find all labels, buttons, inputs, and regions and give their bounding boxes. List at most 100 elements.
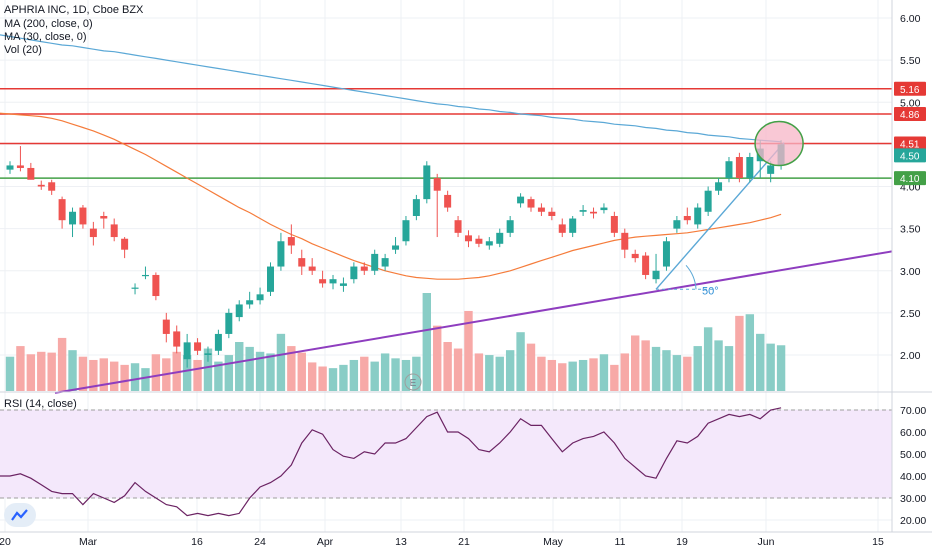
volume-bar [266, 353, 275, 391]
candle-body [329, 279, 337, 284]
volume-bar [401, 359, 411, 391]
candle-body [631, 253, 639, 259]
candle-body [392, 245, 400, 250]
volume-bar [141, 368, 150, 391]
candle-body [683, 215, 691, 221]
candle-body [402, 220, 410, 242]
candle-body [246, 300, 254, 305]
y-tick-label: 3.50 [900, 224, 921, 236]
volume-bar [422, 293, 431, 391]
volume-bar [287, 346, 296, 391]
candle-body [652, 270, 660, 280]
candle-body [194, 342, 202, 351]
volume-bar [5, 356, 15, 391]
volume-bar [214, 361, 223, 391]
candle-body [16, 165, 24, 168]
y-tick-label: 3.00 [900, 266, 921, 278]
rsi-line [0, 407, 782, 517]
legend-ma200[interactable]: MA (200, close, 0) [4, 18, 93, 30]
candle-body [58, 199, 66, 221]
axes [0, 0, 932, 533]
moving-averages [0, 34, 782, 280]
volume-bar [16, 346, 25, 391]
candle-body [558, 224, 566, 233]
x-tick-label: 24 [254, 536, 266, 548]
candle-body [173, 331, 181, 347]
volume-bar [589, 358, 598, 391]
angle-label: 50° [702, 285, 719, 297]
volume-bar [37, 351, 46, 391]
candle-body [204, 353, 212, 355]
volume-bar [110, 361, 119, 391]
candle-body [37, 184, 45, 187]
volume-bar [360, 356, 369, 391]
candle-body [610, 215, 618, 233]
volume-bar [380, 353, 390, 391]
candle-body [110, 224, 118, 238]
price-level-tag: 4.51 [900, 140, 920, 151]
legend-rsi[interactable]: RSI (14, close) [4, 398, 77, 410]
x-tick-label: 13 [395, 536, 407, 548]
volume-bar [703, 327, 713, 391]
volume-bar [724, 346, 734, 391]
legend-ma30[interactable]: MA (30, close, 0) [4, 31, 87, 43]
candle-body [725, 161, 733, 179]
last-price-tag-bg [894, 148, 926, 163]
axis-labels: 6.005.505.004.504.003.503.002.502.0070.0… [0, 13, 926, 548]
candle-body [673, 220, 681, 229]
volume-bar [318, 366, 327, 391]
legend-vol[interactable]: Vol (20) [4, 44, 42, 56]
ma200-line [0, 34, 782, 143]
price-level-tag-bg [894, 171, 926, 186]
candle-body [339, 283, 347, 286]
candle-body [704, 190, 712, 212]
angle-arc [685, 264, 697, 290]
candle-body [767, 165, 775, 174]
candle-body [100, 215, 108, 219]
candle-body [131, 287, 139, 289]
volume-bar [683, 356, 692, 391]
candle-body [89, 228, 97, 238]
volume-bar [756, 333, 765, 391]
candle-body [308, 266, 316, 271]
candle-body [225, 312, 233, 334]
volume-bar [433, 325, 442, 391]
ma30-line [0, 112, 782, 280]
volume-bar [297, 352, 306, 391]
volume-bar [526, 343, 536, 391]
volume-bar [182, 355, 192, 391]
candle-body [360, 266, 368, 271]
candle-body [496, 232, 504, 244]
x-tick-label: 21 [458, 536, 470, 548]
candle-body [548, 211, 556, 216]
volume-bar [307, 362, 317, 391]
candle-body [475, 238, 483, 244]
candle-body [485, 241, 493, 246]
volume-bar [339, 364, 348, 391]
volume-bar [78, 356, 88, 391]
volume-bar [245, 346, 254, 391]
candle-body [412, 199, 420, 216]
candle-body [121, 238, 129, 250]
candle-body [277, 241, 285, 267]
candle-body [27, 167, 35, 180]
price-level-tag: 4.86 [900, 110, 920, 121]
candle-body [454, 220, 462, 233]
last-price-tag: 4.50 [900, 151, 920, 162]
volume-bar [672, 355, 682, 391]
highlight-ellipse [754, 120, 804, 167]
volume-bar [235, 342, 244, 391]
x-tick-label: 16 [191, 536, 203, 548]
candle-body [621, 232, 629, 250]
volume-bar [464, 310, 473, 391]
volume-bar [99, 358, 108, 391]
candle-body [433, 178, 441, 191]
y-tick-label: 5.00 [900, 97, 921, 109]
annotations: 50° E [404, 120, 804, 391]
candle-body [694, 207, 702, 225]
candle-body [381, 258, 389, 267]
volume-bar [203, 348, 213, 391]
price-level-tag-bg [894, 107, 926, 122]
